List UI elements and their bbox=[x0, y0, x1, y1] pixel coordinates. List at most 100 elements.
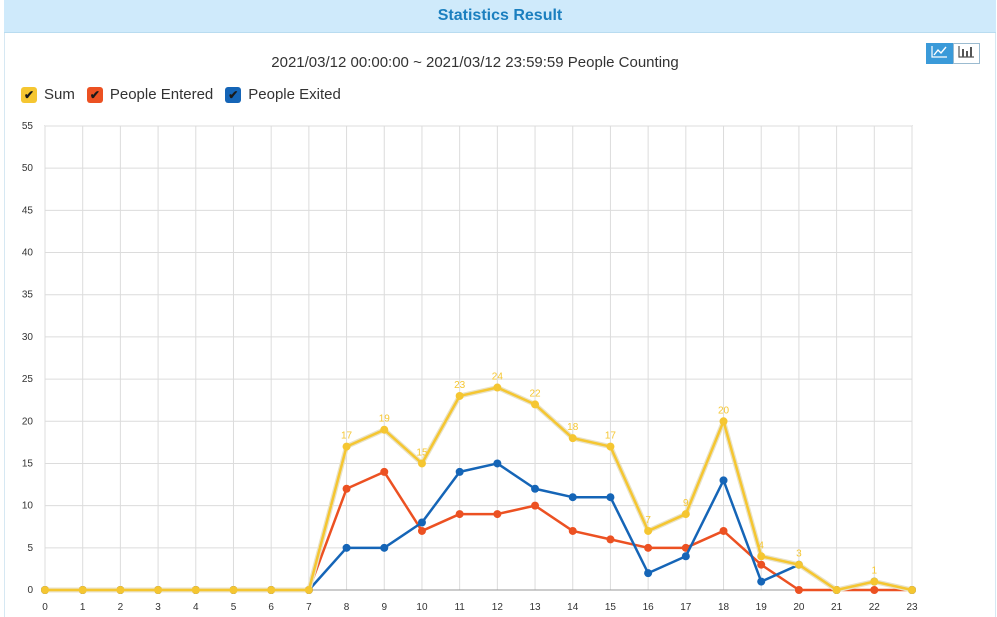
data-point-sum bbox=[304, 586, 313, 594]
data-point-people-exited bbox=[757, 577, 766, 586]
data-label-sum: 20 bbox=[718, 405, 730, 416]
data-label-sum: 24 bbox=[492, 372, 504, 383]
data-point-sum bbox=[78, 586, 87, 594]
chart-view-toggle bbox=[926, 43, 980, 64]
data-point-sum bbox=[568, 434, 577, 443]
y-tick-label: 35 bbox=[22, 290, 34, 301]
y-tick-label: 55 bbox=[22, 121, 34, 132]
panel-header: Statistics Result bbox=[4, 0, 996, 33]
y-tick-label: 10 bbox=[22, 501, 34, 512]
data-point-people-exited bbox=[681, 552, 690, 561]
plot-area bbox=[44, 125, 913, 591]
data-point-people-entered bbox=[455, 510, 464, 519]
x-tick-label: 9 bbox=[381, 602, 387, 613]
data-point-people-entered bbox=[757, 560, 766, 569]
x-tick-label: 3 bbox=[155, 602, 161, 613]
x-tick-label: 1 bbox=[80, 602, 86, 613]
data-point-sum bbox=[719, 417, 728, 426]
x-tick-label: 7 bbox=[306, 602, 312, 613]
x-tick-label: 6 bbox=[268, 602, 274, 613]
y-tick-label: 45 bbox=[22, 205, 34, 216]
chart-title: 2021/03/12 00:00:00 ~ 2021/03/12 23:59:5… bbox=[271, 54, 679, 71]
data-point-sum bbox=[267, 586, 276, 594]
data-point-people-exited bbox=[417, 518, 426, 527]
x-tick-label: 11 bbox=[454, 602, 465, 613]
bar-chart-view-button[interactable] bbox=[953, 43, 980, 64]
data-point-people-exited bbox=[493, 459, 502, 468]
data-point-people-entered bbox=[719, 526, 728, 535]
data-point-people-entered bbox=[493, 510, 502, 519]
data-point-sum bbox=[191, 586, 200, 594]
bar-chart-icon bbox=[958, 45, 975, 63]
x-tick-label: 18 bbox=[718, 602, 730, 613]
data-point-people-exited bbox=[719, 476, 728, 485]
data-point-people-entered bbox=[531, 501, 540, 510]
x-tick-label: 15 bbox=[605, 602, 617, 613]
x-tick-label: 21 bbox=[831, 602, 843, 613]
x-tick-label: 14 bbox=[567, 602, 579, 613]
checkbox-checked-icon: ✔ bbox=[21, 86, 37, 103]
y-tick-label: 20 bbox=[22, 416, 34, 427]
data-point-sum bbox=[644, 526, 653, 535]
x-tick-label: 19 bbox=[756, 602, 768, 613]
data-point-sum bbox=[417, 459, 426, 468]
data-label-sum: 17 bbox=[341, 431, 353, 442]
legend-label-people-exited: People Exited bbox=[248, 86, 341, 103]
x-tick-label: 13 bbox=[529, 602, 541, 613]
x-tick-label: 22 bbox=[869, 602, 881, 613]
chart-legend: ✔ Sum ✔ People Entered ✔ People Exited bbox=[21, 86, 341, 103]
y-tick-label: 30 bbox=[22, 332, 34, 343]
data-point-sum bbox=[606, 442, 615, 451]
data-point-sum bbox=[681, 510, 690, 519]
data-label-sum: 17 bbox=[605, 431, 617, 442]
y-tick-label: 40 bbox=[22, 248, 34, 259]
series-line-sum bbox=[45, 386, 913, 592]
x-tick-label: 12 bbox=[492, 602, 504, 613]
x-tick-label: 2 bbox=[118, 602, 124, 613]
y-tick-label: 15 bbox=[22, 458, 34, 469]
data-point-sum bbox=[757, 552, 766, 561]
y-tick-label: 50 bbox=[22, 163, 34, 174]
x-tick-label: 5 bbox=[231, 602, 237, 613]
x-tick-label: 4 bbox=[193, 602, 199, 613]
data-label-sum: 18 bbox=[567, 422, 579, 433]
legend-label-people-entered: People Entered bbox=[109, 86, 214, 103]
data-point-sum bbox=[794, 560, 803, 569]
data-point-sum bbox=[342, 442, 351, 451]
data-point-sum bbox=[832, 586, 841, 594]
checkbox-checked-icon: ✔ bbox=[225, 86, 242, 103]
data-label-sum: 4 bbox=[758, 540, 764, 551]
data-point-sum bbox=[41, 586, 49, 594]
data-point-sum bbox=[493, 383, 502, 392]
data-point-people-entered bbox=[644, 543, 653, 552]
data-point-sum bbox=[455, 391, 464, 400]
data-label-sum: 22 bbox=[529, 388, 541, 399]
data-point-people-exited bbox=[342, 543, 351, 552]
data-label-sum: 9 bbox=[683, 498, 689, 509]
checkbox-checked-icon: ✔ bbox=[86, 86, 103, 103]
data-point-sum bbox=[531, 400, 540, 409]
line-chart-view-button[interactable] bbox=[926, 43, 953, 64]
legend-label-sum: Sum bbox=[44, 86, 75, 103]
data-point-people-exited bbox=[455, 467, 464, 476]
data-point-people-exited bbox=[568, 493, 577, 502]
x-tick-label: 23 bbox=[906, 602, 918, 613]
data-point-people-exited bbox=[644, 569, 653, 578]
y-tick-label: 0 bbox=[27, 585, 33, 596]
data-label-sum: 7 bbox=[645, 515, 651, 526]
y-tick-label: 5 bbox=[27, 543, 33, 554]
legend-item-people-entered[interactable]: ✔ People Entered bbox=[86, 86, 214, 103]
data-label-sum: 3 bbox=[796, 549, 802, 560]
data-label-sum: 1 bbox=[872, 566, 878, 577]
data-label-sum: 23 bbox=[454, 380, 466, 391]
data-point-sum bbox=[380, 425, 389, 434]
x-tick-label: 8 bbox=[344, 602, 350, 613]
data-point-people-entered bbox=[342, 484, 351, 493]
legend-item-sum[interactable]: ✔ Sum bbox=[21, 86, 75, 103]
data-point-people-entered bbox=[870, 586, 879, 594]
data-point-sum bbox=[870, 577, 879, 586]
data-point-people-entered bbox=[380, 467, 389, 476]
legend-item-people-exited[interactable]: ✔ People Exited bbox=[225, 86, 341, 103]
x-tick-label: 16 bbox=[643, 602, 655, 613]
data-point-people-exited bbox=[531, 484, 540, 493]
